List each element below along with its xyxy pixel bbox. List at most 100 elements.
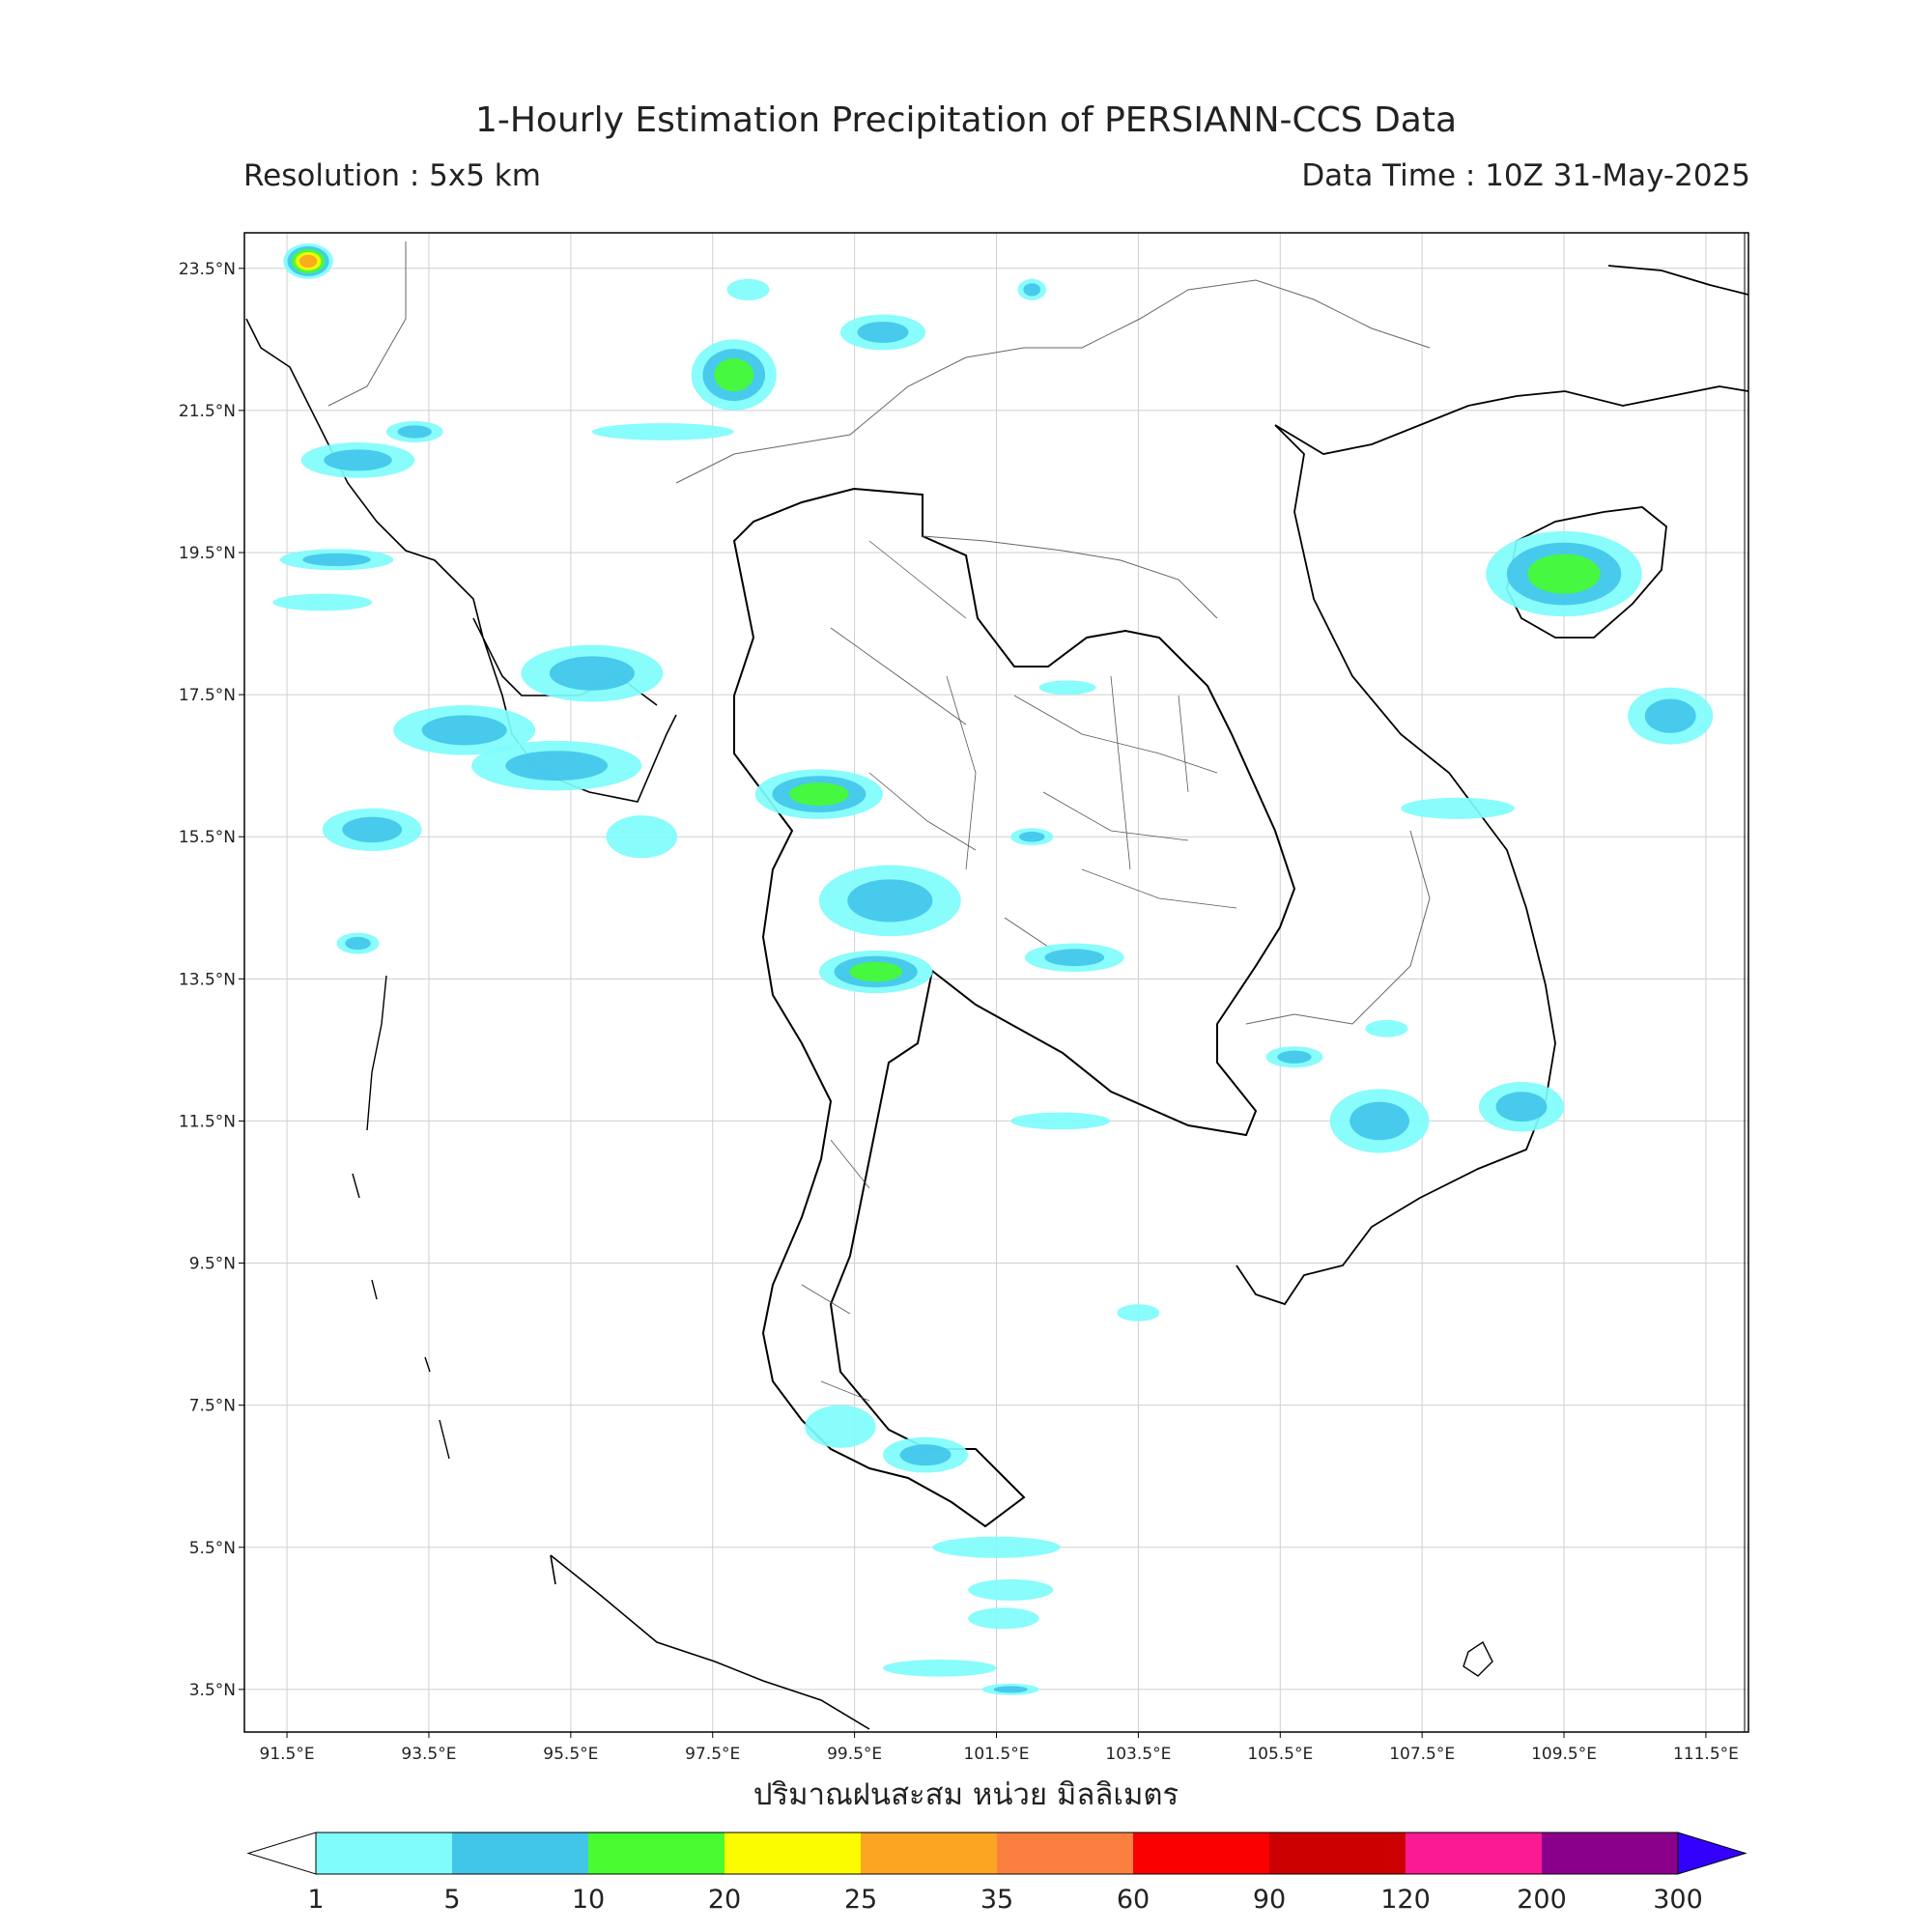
rain-cell — [714, 357, 754, 392]
colorbar-level-label: 1 — [307, 1885, 324, 1915]
lat-tick-label: 17.5°N — [179, 686, 236, 705]
data-time-label: Data Time : 10Z 31-May-2025 — [1301, 158, 1750, 193]
rain-cell — [993, 1686, 1028, 1693]
andaman-islands — [352, 975, 450, 1460]
rain-cell — [549, 656, 635, 691]
rain-cell — [591, 423, 734, 440]
rain-cell — [1350, 1101, 1409, 1141]
colorbar-segment — [588, 1833, 724, 1874]
lat-tick-label: 15.5°N — [179, 828, 236, 847]
colorbar-level-label: 20 — [708, 1885, 741, 1915]
lon-tick-label: 95.5°E — [543, 1745, 598, 1764]
lat-tick-label: 7.5°N — [189, 1397, 236, 1416]
colorbar-under-arrow — [246, 1832, 317, 1875]
lat-tick-label: 23.5°N — [179, 260, 236, 279]
vietnam-coast — [1236, 424, 1556, 1306]
rain-cell — [1277, 1050, 1312, 1064]
colorbar-level-label: 10 — [572, 1885, 605, 1915]
rain-cell — [789, 782, 849, 807]
rain-cell — [272, 593, 373, 611]
rain-cell — [1044, 949, 1105, 967]
rain-cell — [805, 1405, 876, 1448]
colorbar-level-label: 120 — [1380, 1885, 1431, 1915]
colorbar-segment — [452, 1833, 588, 1874]
internal-borders — [801, 540, 1237, 1402]
hainan-outline — [1506, 506, 1667, 639]
lat-tick-label: 11.5°N — [179, 1112, 236, 1131]
colorbar-level-label: 300 — [1653, 1885, 1703, 1915]
colorbar-level-label: 25 — [844, 1885, 877, 1915]
colorbar-level-label: 5 — [443, 1885, 460, 1915]
rain-cell — [298, 254, 318, 269]
map-title: 1-Hourly Estimation Precipitation of PER… — [474, 100, 1458, 140]
colorbar-level-label: 60 — [1117, 1885, 1150, 1915]
rain-cell — [1023, 283, 1041, 297]
rain-cell — [882, 1659, 997, 1677]
precipitation-layer — [272, 243, 1714, 1695]
rain-cell — [1401, 797, 1515, 819]
lat-tick-label: 19.5°N — [179, 544, 236, 563]
rain-cell — [342, 816, 403, 843]
lat-tick-label: 13.5°N — [179, 970, 236, 989]
lat-tick-label: 5.5°N — [189, 1539, 236, 1558]
axis-ticks: 91.5°E 93.5°E 95.5°E 97.5°E 99.5°E 101.5°E 103… — [179, 260, 1739, 1764]
lon-tick-label: 107.5°E — [1389, 1745, 1455, 1764]
thailand-outline — [732, 487, 1296, 1528]
rain-cell — [1038, 680, 1096, 696]
lat-tick-label: 3.5°N — [189, 1681, 236, 1700]
colorbar-segment — [316, 1833, 452, 1874]
lat-tick-label: 21.5°N — [179, 402, 236, 421]
colorbar-segment — [1269, 1833, 1406, 1874]
rain-cell — [505, 751, 609, 781]
colorbar-segment — [997, 1833, 1133, 1874]
colorbar-over-arrow — [1677, 1832, 1747, 1875]
lon-tick-label: 109.5°E — [1531, 1745, 1597, 1764]
colorbar-segment — [1542, 1833, 1678, 1874]
lon-tick-label: 91.5°E — [260, 1745, 315, 1764]
sumatra-coast — [550, 1554, 870, 1730]
colorbar-segment — [1406, 1833, 1542, 1874]
rain-cell — [1010, 1112, 1111, 1130]
colorbar-segment — [1133, 1833, 1269, 1874]
rain-cell — [606, 815, 678, 859]
rain-cell — [345, 936, 371, 951]
resolution-label: Resolution : 5x5 km — [243, 158, 541, 193]
lon-tick-label: 97.5°E — [685, 1745, 740, 1764]
borneo-coast — [1463, 1640, 1493, 1677]
lon-tick-label: 111.5°E — [1673, 1745, 1739, 1764]
rain-cell — [1527, 554, 1601, 594]
rain-cell — [1117, 1304, 1160, 1321]
colorbar-unit-label: ปริมาณฝนสะสม หน่วย มิลลิเมตร — [753, 1777, 1179, 1812]
map-grid — [244, 233, 1748, 1732]
rain-cell — [324, 449, 392, 471]
lon-tick-label: 93.5°E — [401, 1745, 456, 1764]
coastline-layer — [245, 242, 1748, 1730]
rain-cell — [421, 715, 507, 746]
rain-cell — [899, 1444, 952, 1466]
colorbar-level-label: 35 — [980, 1885, 1013, 1915]
rain-cell — [1019, 831, 1045, 842]
rain-cell — [302, 553, 371, 566]
rain-cell — [726, 278, 770, 300]
lon-tick-label: 101.5°E — [964, 1745, 1030, 1764]
rain-cell — [847, 879, 933, 923]
land-borders — [327, 242, 1431, 1025]
colorbar-segment — [861, 1833, 997, 1874]
rain-cell — [968, 1578, 1054, 1601]
lon-tick-label: 103.5°E — [1105, 1745, 1171, 1764]
rain-cell — [968, 1607, 1039, 1630]
china-coast — [1274, 265, 1748, 455]
rain-cell — [1495, 1092, 1548, 1122]
rain-cell — [932, 1536, 1061, 1558]
colorbar-frame — [315, 1832, 1679, 1875]
lat-tick-label: 9.5°N — [189, 1255, 236, 1274]
lon-tick-label: 105.5°E — [1247, 1745, 1313, 1764]
colorbar-level-label: 90 — [1253, 1885, 1286, 1915]
rain-cell — [1365, 1019, 1408, 1037]
colorbar-level-label: 200 — [1517, 1885, 1567, 1915]
rain-cell — [849, 961, 903, 982]
colorbar-segment — [724, 1833, 861, 1874]
lon-tick-label: 99.5°E — [827, 1745, 882, 1764]
rain-cell — [857, 321, 909, 344]
